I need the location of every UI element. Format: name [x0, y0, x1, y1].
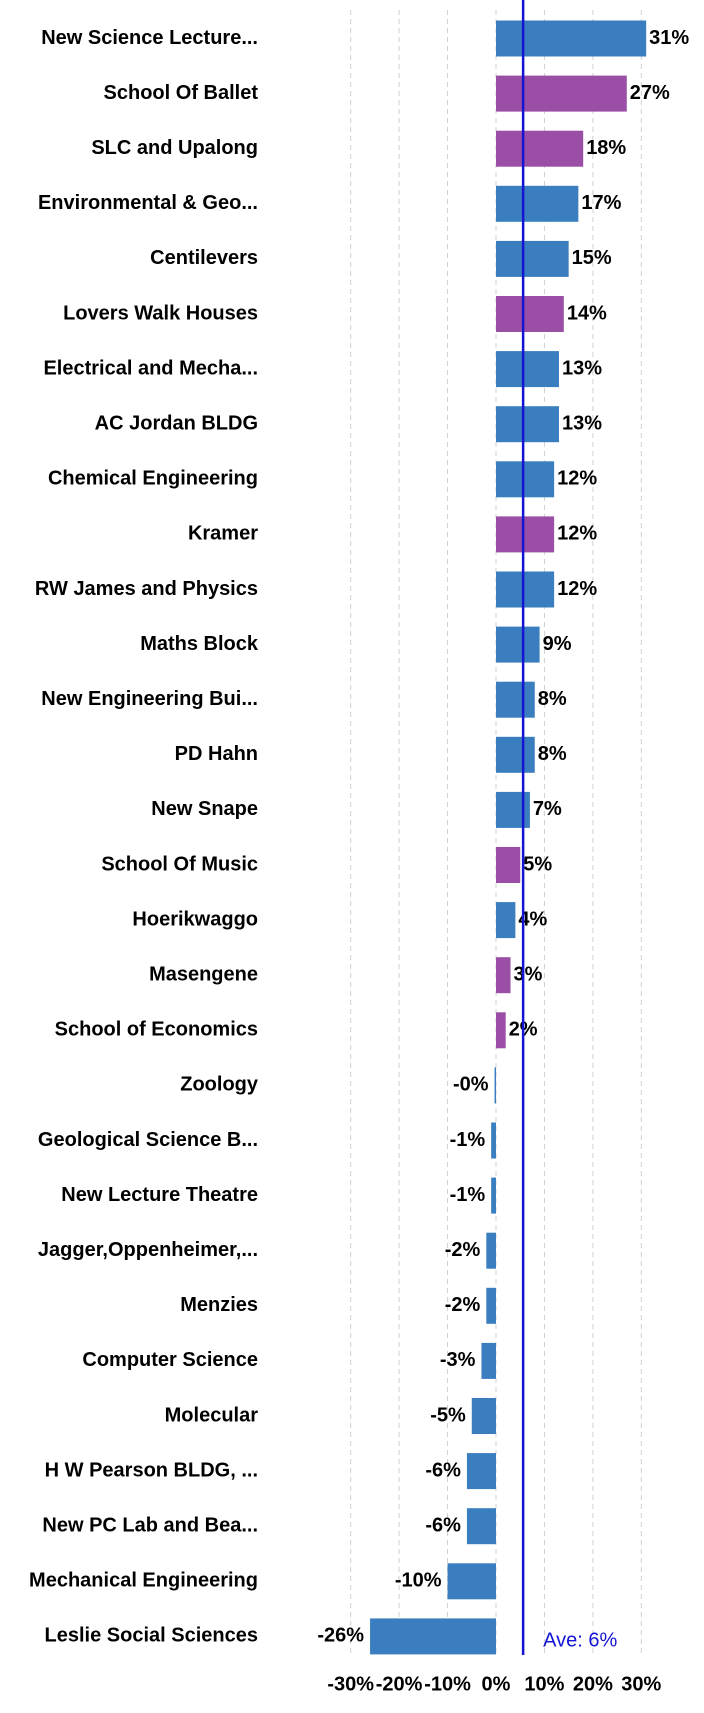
value-label: -10% [395, 1570, 442, 1592]
bar [496, 571, 555, 608]
average-label: Ave: 6% [543, 1629, 617, 1651]
bar [496, 75, 627, 112]
category-label: New PC Lab and Bea... [42, 1514, 258, 1536]
value-label: 4% [518, 908, 547, 930]
bar [496, 1012, 506, 1049]
category-label: New Science Lecture... [41, 27, 258, 49]
value-label: 9% [543, 633, 572, 655]
category-label: Lovers Walk Houses [63, 302, 258, 324]
bar [496, 296, 564, 332]
bar [481, 1342, 496, 1379]
bar [494, 1067, 497, 1104]
x-tick-label: 10% [524, 1673, 564, 1695]
bar [496, 130, 584, 167]
bar [491, 1122, 496, 1159]
category-label: New Lecture Theatre [61, 1184, 258, 1206]
category-label: School Of Ballet [104, 82, 259, 104]
bar [496, 240, 569, 277]
category-label: H W Pearson BLDG, ... [45, 1459, 258, 1481]
bar [447, 1563, 496, 1600]
value-label: 31% [649, 27, 689, 49]
bar [466, 1453, 496, 1490]
bar [496, 461, 555, 498]
value-label: -5% [430, 1404, 466, 1426]
value-label: 3% [514, 963, 543, 985]
value-label: -2% [445, 1294, 481, 1316]
x-tick-label: -20% [376, 1673, 423, 1695]
value-label: -6% [425, 1514, 461, 1536]
bar [486, 1232, 496, 1269]
x-tick-label: -30% [327, 1673, 374, 1695]
bar [496, 957, 511, 994]
category-label: SLC and Upalong [91, 137, 258, 159]
value-label: 8% [538, 688, 567, 710]
bar [496, 736, 535, 773]
bar [466, 1508, 496, 1545]
value-label: -1% [450, 1184, 486, 1206]
value-label: 7% [533, 798, 562, 820]
value-label: 17% [581, 192, 621, 214]
value-label: 5% [523, 853, 552, 875]
x-tick-label: 20% [573, 1673, 613, 1695]
bar [496, 847, 521, 883]
bar [471, 1398, 496, 1434]
value-label: 27% [630, 82, 670, 104]
category-label: Masengene [149, 963, 258, 985]
value-label: -6% [425, 1459, 461, 1481]
value-label: -26% [317, 1625, 364, 1647]
bar [370, 1618, 496, 1655]
value-label: 15% [572, 247, 612, 269]
bar [496, 185, 579, 222]
bar [496, 626, 540, 663]
bar [486, 1287, 496, 1324]
category-label: RW James and Physics [35, 578, 258, 600]
category-label: Kramer [188, 523, 258, 545]
value-label: 8% [538, 743, 567, 765]
category-label: Jagger,Oppenheimer,... [38, 1239, 258, 1261]
category-label: School of Economics [55, 1019, 258, 1041]
category-label: Centilevers [150, 247, 258, 269]
bar [496, 516, 555, 553]
x-tick-label: 30% [621, 1673, 661, 1695]
value-label: 12% [557, 578, 597, 600]
category-label: AC Jordan BLDG [95, 412, 258, 434]
bar [496, 902, 516, 939]
bar [496, 681, 535, 718]
category-label: New Engineering Bui... [41, 688, 258, 710]
category-label: Zoology [180, 1074, 259, 1096]
value-label: 18% [586, 137, 626, 159]
category-label: Electrical and Mecha... [43, 357, 258, 379]
bar [496, 406, 559, 443]
x-tick-label: 0% [482, 1673, 511, 1695]
x-tick-label: -10% [424, 1673, 471, 1695]
value-label: 12% [557, 523, 597, 545]
bar [491, 1177, 496, 1214]
value-label: -0% [453, 1074, 489, 1096]
category-label: PD Hahn [175, 743, 258, 765]
category-label: Menzies [180, 1294, 258, 1316]
category-label: School Of Music [101, 853, 258, 875]
value-label: -3% [440, 1349, 476, 1371]
category-label: Molecular [165, 1404, 259, 1426]
category-label: Mechanical Engineering [29, 1570, 258, 1592]
bar [496, 20, 647, 57]
category-label: New Snape [151, 798, 258, 820]
value-label: 14% [567, 302, 607, 324]
category-label: Maths Block [140, 633, 259, 655]
value-label: 12% [557, 468, 597, 490]
value-label: -2% [445, 1239, 481, 1261]
value-label: 13% [562, 357, 602, 379]
category-label: Geological Science B... [38, 1129, 258, 1151]
category-label: Chemical Engineering [48, 468, 258, 490]
bar [496, 351, 559, 388]
category-label: Leslie Social Sciences [45, 1625, 258, 1647]
value-label: 13% [562, 412, 602, 434]
value-label: -1% [450, 1129, 486, 1151]
category-label: Environmental & Geo... [38, 192, 258, 214]
category-label: Computer Science [82, 1349, 258, 1371]
bar [496, 791, 530, 828]
category-label: Hoerikwaggo [132, 908, 258, 930]
